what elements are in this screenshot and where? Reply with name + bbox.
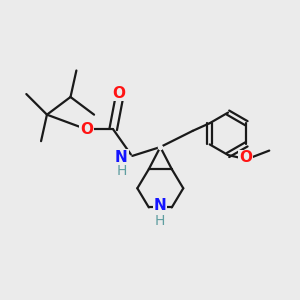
Text: N: N — [115, 150, 128, 165]
Text: O: O — [239, 150, 252, 165]
Text: H: H — [155, 214, 166, 228]
Text: O: O — [112, 86, 126, 101]
Text: N: N — [154, 197, 167, 212]
Text: O: O — [80, 122, 93, 137]
Text: H: H — [116, 164, 127, 178]
